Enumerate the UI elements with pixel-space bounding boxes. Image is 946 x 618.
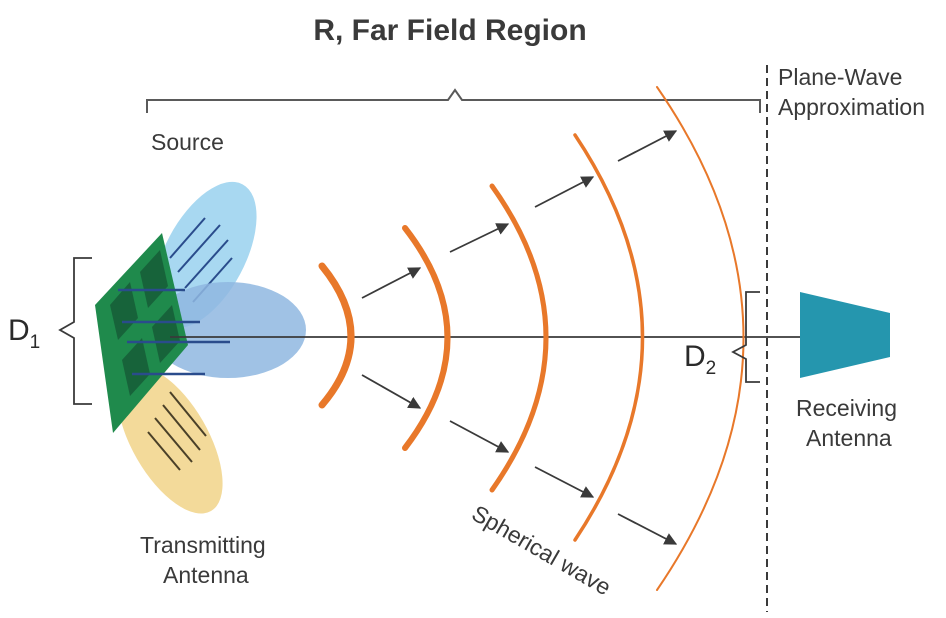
main-lobe (150, 282, 306, 378)
receiving-antenna (800, 292, 890, 378)
transmitting-label-line2: Antenna (163, 562, 249, 588)
spherical-wavefronts (318, 86, 745, 591)
upper-lobe (153, 181, 257, 329)
d1-bracket (58, 257, 92, 405)
wavefront-2 (402, 225, 451, 451)
lower-lobe (117, 366, 223, 514)
plane-wave-label-line2: Approximation (778, 94, 925, 120)
receiving-label-line2: Antenna (806, 425, 892, 451)
wavefront-4 (573, 133, 645, 542)
wavefront-3 (489, 183, 549, 493)
spherical-wave-label: Spherical wave (468, 500, 616, 601)
source-label: Source (151, 129, 224, 155)
transmitting-label-line1: Transmitting (140, 532, 266, 558)
d2-label: D2 (684, 340, 716, 379)
far-field-brace (146, 88, 761, 113)
wavefront-5 (656, 86, 745, 591)
diagram-title: R, Far Field Region (313, 14, 586, 47)
antenna-feed-lines (118, 288, 230, 376)
antenna-patch-elements (110, 250, 180, 396)
wavefront-1 (318, 262, 355, 409)
lower-lobe-hatch (147, 391, 207, 471)
d2-bracket (731, 291, 760, 383)
receiving-label-line1: Receiving (796, 395, 897, 421)
d1-label: D1 (8, 314, 40, 353)
propagation-arrows (361, 130, 678, 545)
plane-wave-label-line1: Plane-Wave (778, 64, 902, 90)
